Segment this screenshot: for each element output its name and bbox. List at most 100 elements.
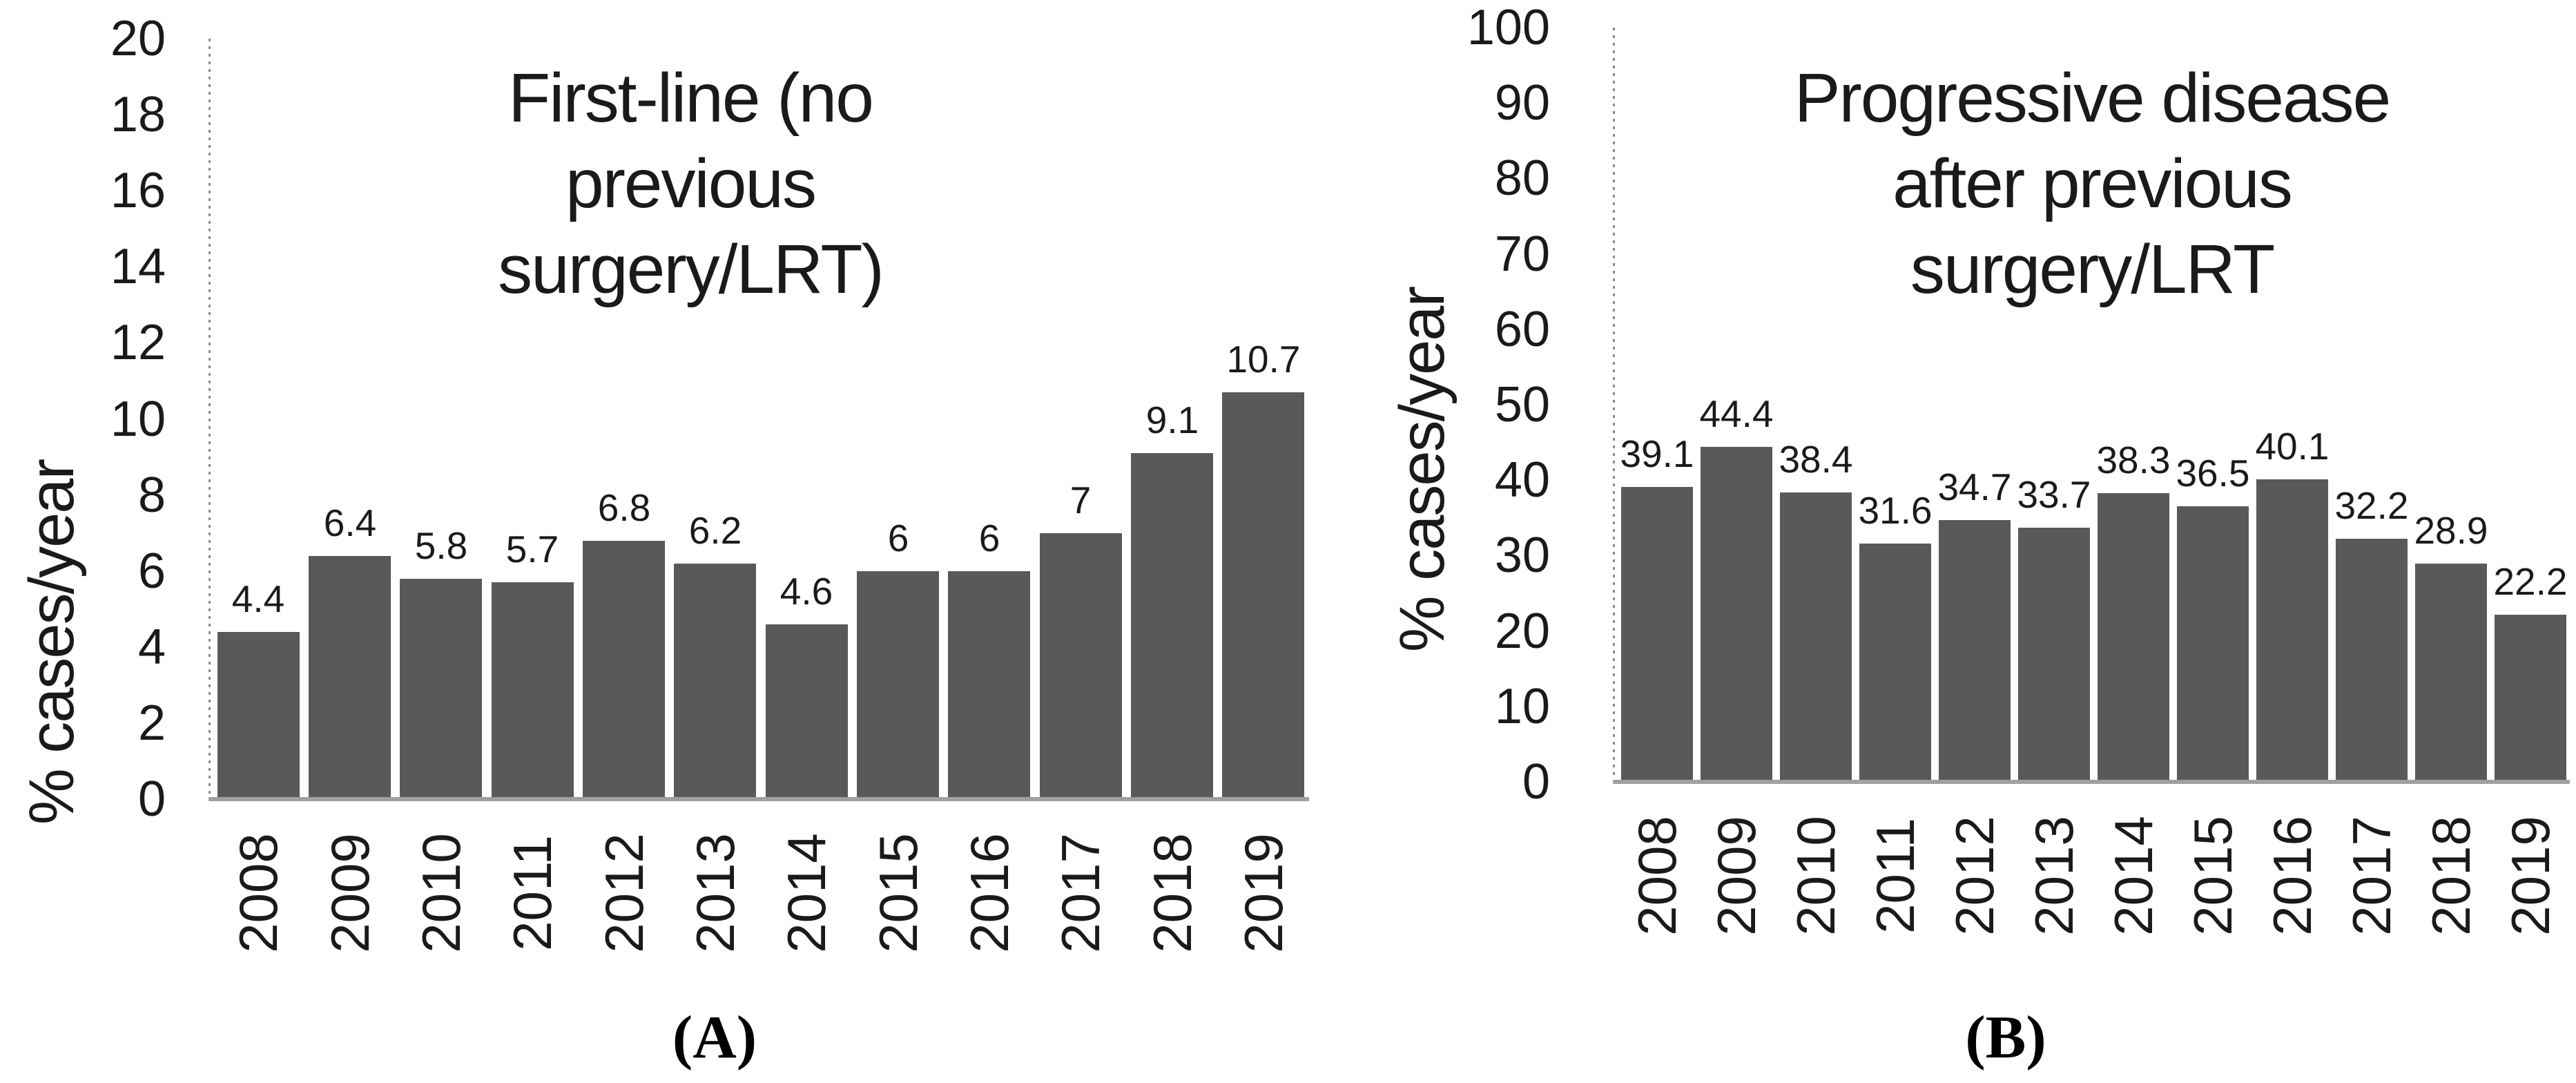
bar: [857, 571, 939, 797]
bar: [766, 624, 848, 797]
x-axis-category-label: 2008: [228, 833, 289, 953]
bar-value-label: 44.4: [1699, 392, 1774, 435]
bar-value-label: 10.7: [1226, 338, 1301, 381]
panel-letter-a: (A): [672, 1004, 757, 1071]
y-axis-tick-label: 0: [137, 771, 166, 827]
y-axis-tick-label: 18: [110, 87, 166, 143]
x-axis-category-label: 2015: [2182, 816, 2243, 936]
x-axis-category-label: 2013: [2024, 816, 2084, 936]
bar-value-label: 39.1: [1620, 432, 1694, 475]
y-axis-tick-label: 50: [1494, 377, 1550, 432]
bar: [309, 556, 391, 797]
bar-value-label: 38.4: [1779, 438, 1853, 481]
chart-title-panel-b: Progressive disease after previous surge…: [1678, 55, 2506, 312]
bar-value-label: 6: [978, 517, 1000, 559]
bar: [2336, 539, 2408, 780]
bar: [1780, 492, 1852, 780]
x-axis-category-label: 2017: [2341, 816, 2402, 936]
x-axis-category-label: 2012: [1944, 816, 2005, 936]
x-axis-category-label: 2011: [502, 835, 563, 951]
bar: [2098, 493, 2169, 780]
chart-title-line: surgery/LRT: [1910, 231, 2275, 308]
bar-value-label: 34.7: [1937, 466, 2012, 508]
bar: [1701, 447, 1772, 780]
y-axis-tick-label: 20: [1494, 603, 1550, 659]
bar: [1131, 453, 1213, 797]
x-axis-category-label: 2010: [1785, 816, 1846, 936]
bar-value-label: 28.9: [2414, 509, 2488, 552]
y-axis-tick-label: 20: [110, 11, 166, 66]
bar-value-label: 6.4: [323, 501, 377, 544]
bar-value-label: 4.4: [231, 577, 285, 620]
y-axis-tick-label: 70: [1494, 226, 1550, 282]
bar: [583, 541, 665, 797]
chart-title-line: Progressive disease: [1794, 59, 2391, 137]
x-axis-category-label: 2011: [1865, 818, 1926, 934]
y-axis-line: [209, 39, 211, 799]
x-axis-category-label: 2014: [776, 833, 837, 953]
y-axis-tick-label: 10: [110, 391, 166, 447]
bar: [400, 579, 482, 797]
bar: [2256, 479, 2328, 780]
bar-value-label: 36.5: [2176, 452, 2250, 495]
bar-value-label: 7: [1069, 479, 1092, 521]
bar: [2415, 564, 2487, 780]
bar-value-label: 4.6: [779, 570, 833, 613]
x-axis-category-label: 2018: [2421, 816, 2481, 936]
x-axis-line: [1613, 780, 2570, 784]
x-axis-category-label: 2019: [2500, 816, 2561, 936]
y-axis-tick-label: 14: [110, 239, 166, 295]
bar: [1040, 533, 1122, 797]
bar: [2495, 615, 2566, 780]
bar: [1222, 392, 1304, 797]
bar-value-label: 5.7: [505, 528, 559, 571]
x-axis-category-label: 2017: [1050, 833, 1111, 953]
y-axis-tick-label: 4: [137, 619, 166, 675]
bar: [948, 571, 1030, 797]
y-axis-line: [1613, 28, 1615, 782]
y-axis-tick-label: 12: [110, 315, 166, 371]
bar-value-label: 22.2: [2493, 560, 2568, 603]
y-axis-tick-label: 90: [1494, 75, 1550, 131]
bar: [492, 582, 574, 797]
bar-value-label: 6.2: [688, 509, 742, 552]
bar-value-label: 31.6: [1858, 489, 1933, 532]
bar-value-label: 5.8: [414, 524, 468, 567]
bar: [674, 564, 756, 797]
bar: [1621, 487, 1693, 780]
bar-value-label: 6: [887, 517, 909, 559]
bar: [2177, 506, 2249, 780]
bar-value-label: 40.1: [2255, 425, 2330, 468]
y-axis-tick-label: 2: [137, 695, 166, 751]
x-axis-category-label: 2016: [959, 833, 1020, 953]
bar: [1859, 544, 1931, 780]
x-axis-category-label: 2008: [1627, 816, 1687, 936]
y-axis-tick-label: 0: [1522, 754, 1550, 809]
x-axis-category-label: 2015: [868, 833, 929, 953]
bar-value-label: 38.3: [2096, 439, 2171, 481]
x-axis-category-label: 2009: [1706, 816, 1767, 936]
bar-value-label: 6.8: [597, 486, 651, 529]
x-axis-category-label: 2019: [1233, 833, 1294, 953]
x-axis-line: [209, 797, 1309, 801]
y-axis-tick-label: 40: [1494, 452, 1550, 508]
x-axis-category-label: 2009: [320, 833, 380, 953]
chart-title-line: after previous: [1892, 145, 2293, 222]
y-axis-tick-label: 100: [1466, 0, 1550, 55]
x-axis-category-label: 2012: [594, 833, 655, 953]
chart-title-line: First-line (no: [508, 59, 874, 137]
y-axis-tick-label: 60: [1494, 301, 1550, 357]
bar: [217, 632, 300, 797]
x-axis-category-label: 2014: [2103, 816, 2164, 936]
y-axis-tick-label: 6: [137, 543, 166, 599]
panel-letter-b: (B): [1965, 1004, 2046, 1071]
chart-title-line: previous: [565, 145, 817, 222]
bar: [1939, 520, 2011, 780]
y-axis-tick-label: 8: [137, 467, 166, 523]
bar-value-label: 9.1: [1145, 399, 1199, 441]
x-axis-category-label: 2010: [411, 833, 472, 953]
chart-title-line: surgery/LRT): [498, 231, 884, 308]
bar: [2018, 528, 2090, 780]
x-axis-category-label: 2018: [1142, 833, 1203, 953]
